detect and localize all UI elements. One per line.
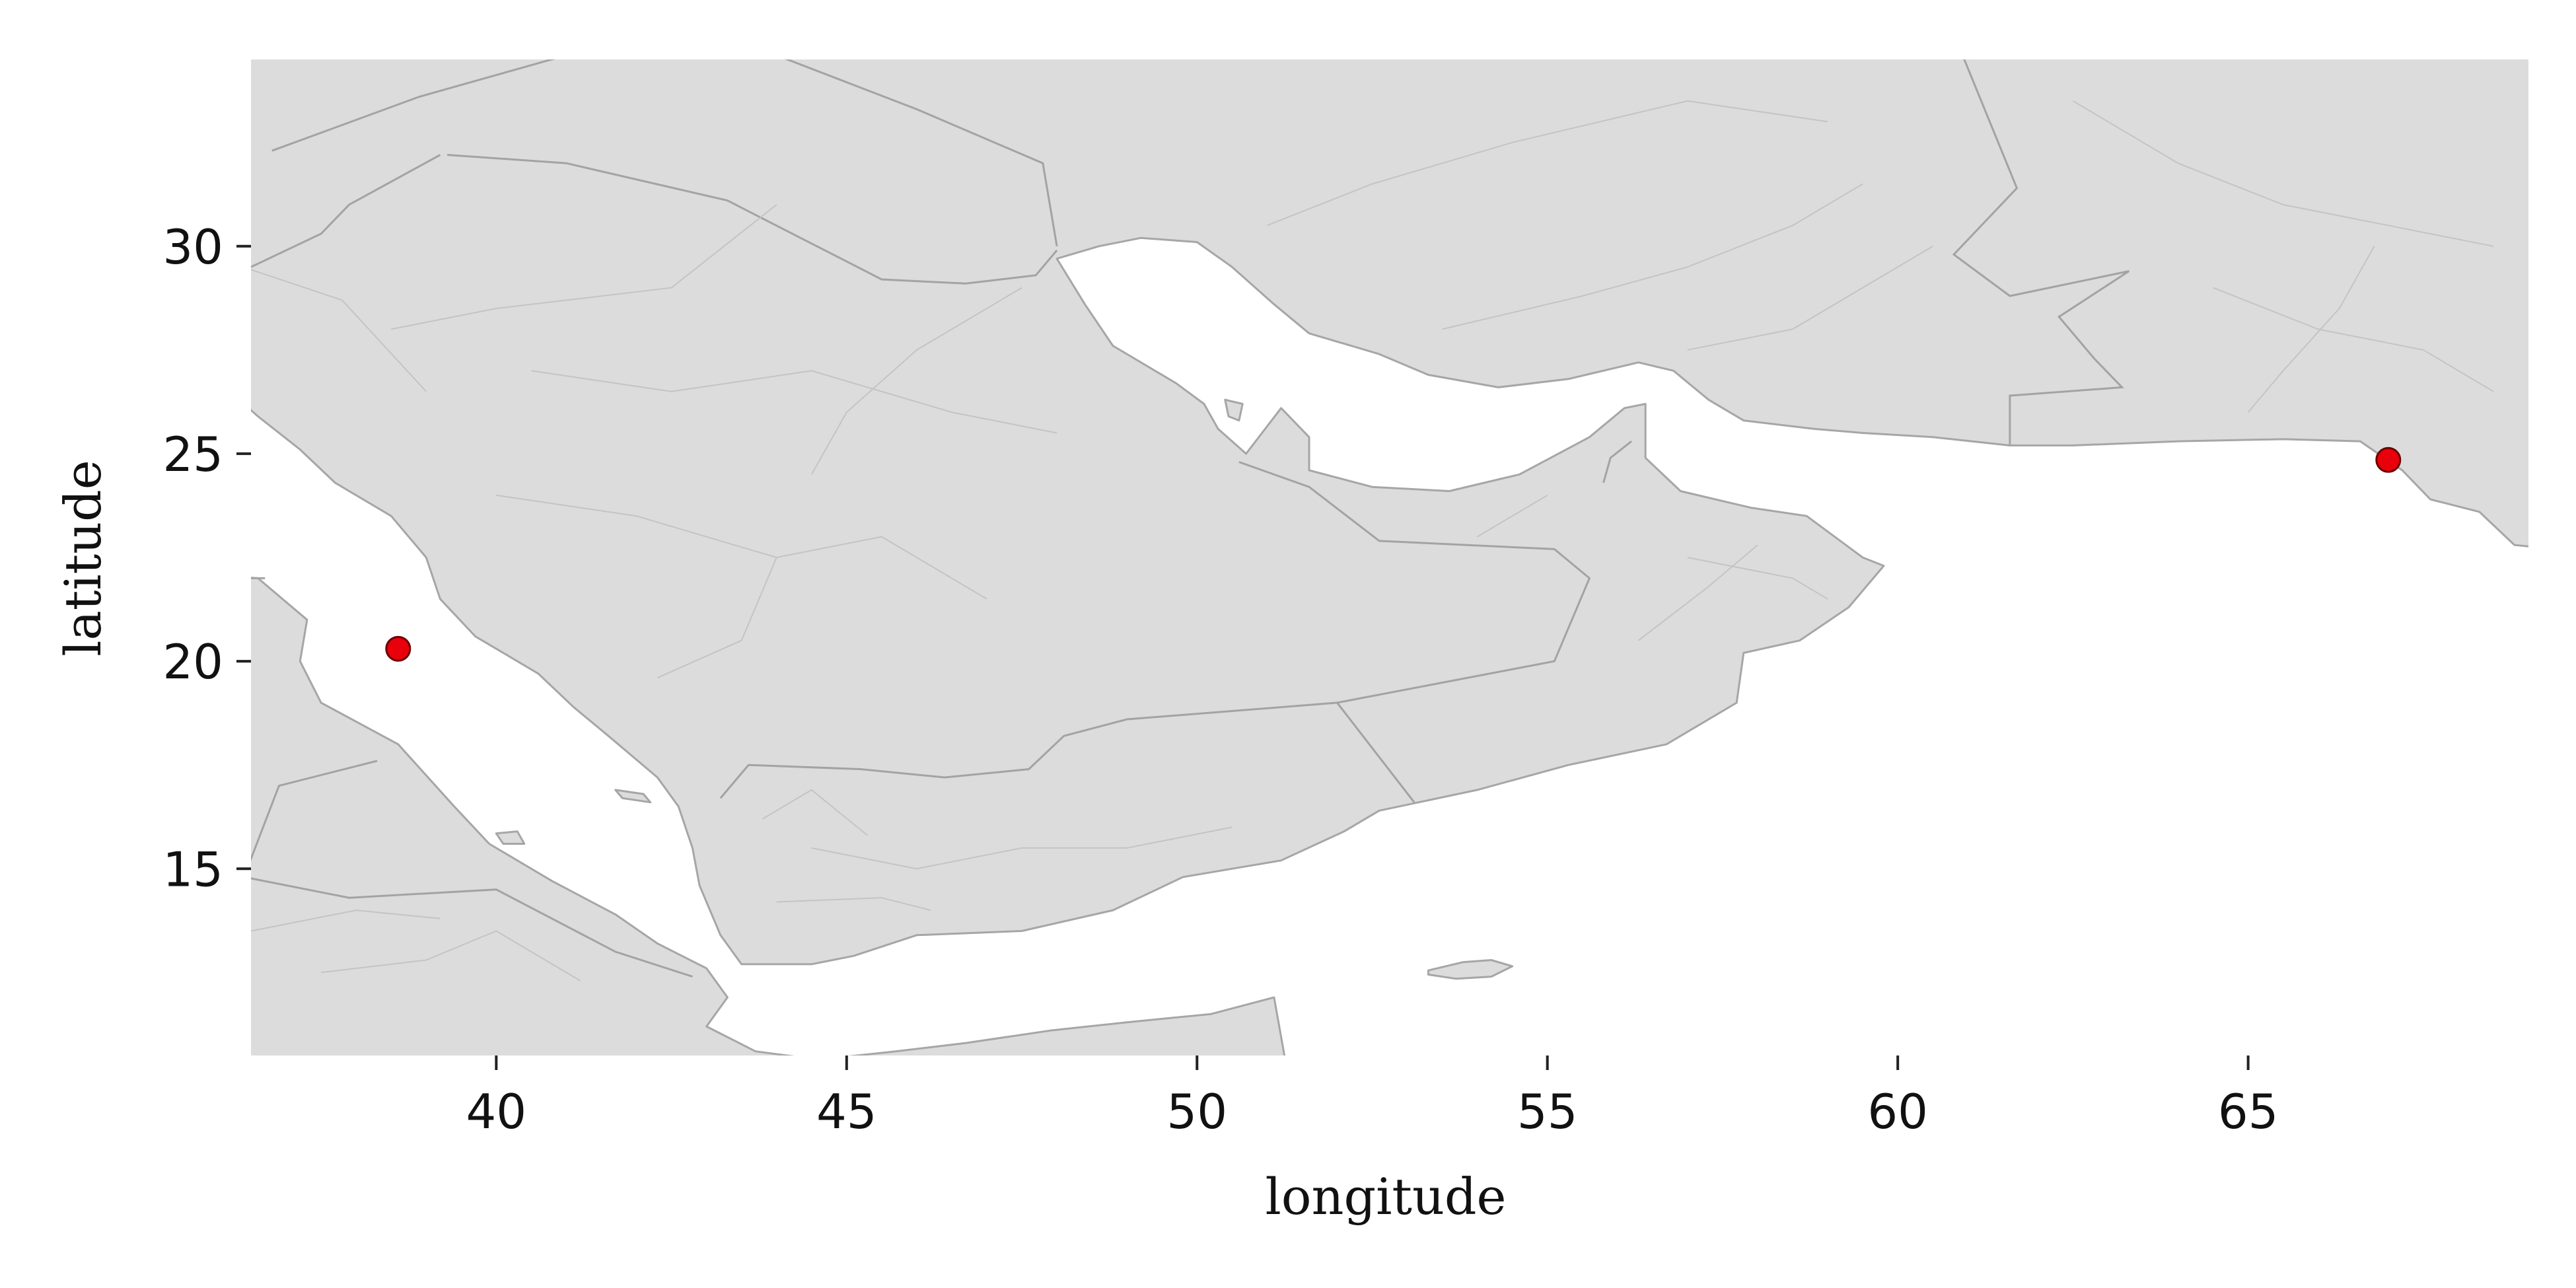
- province-border: [391, 204, 777, 330]
- province-border: [762, 789, 869, 836]
- land-polygon: [614, 789, 652, 804]
- country-border: [271, 59, 555, 152]
- country-border: [1952, 59, 2130, 446]
- province-border: [1477, 494, 1548, 538]
- land-layer: [251, 59, 2528, 1055]
- province-border: [1266, 100, 1828, 227]
- province-border: [1637, 544, 1758, 641]
- province-border: [251, 269, 427, 392]
- x-tick-label: 60: [1867, 1084, 1928, 1139]
- country-border: [251, 760, 693, 978]
- province-border: [811, 826, 1233, 870]
- country-border: [447, 154, 1058, 285]
- province-border: [2247, 246, 2375, 413]
- land-polygon: [495, 830, 526, 845]
- map-area[interactable]: [0, 39, 2576, 1077]
- x-tick-label: 50: [1166, 1084, 1227, 1139]
- x-axis-title: longitude: [1265, 1167, 1506, 1226]
- land-polygon: [251, 577, 1286, 1055]
- location-marker[interactable]: [2375, 447, 2402, 473]
- province-border: [2072, 100, 2494, 247]
- country-border: [1336, 701, 1415, 803]
- land-polygon: [1224, 398, 1244, 422]
- y-tick-label: 15: [162, 841, 223, 897]
- y-tick-label: 20: [162, 634, 223, 690]
- marker-layer: [385, 447, 2402, 662]
- province-border: [776, 897, 931, 912]
- x-tick-label: 40: [466, 1084, 527, 1139]
- country-border: [719, 461, 1591, 799]
- country-border: [1602, 440, 1632, 483]
- x-tick-label: 45: [816, 1084, 877, 1139]
- province-border: [531, 370, 1057, 434]
- y-tick-label: 30: [162, 219, 223, 275]
- province-border: [1687, 245, 1933, 351]
- x-tick-label: 55: [1517, 1084, 1578, 1139]
- province-border: [320, 930, 581, 982]
- y-axis-title: latitude: [54, 460, 112, 657]
- land-polygon: [251, 59, 2528, 966]
- province-border: [1442, 183, 1863, 330]
- border-layer: [251, 59, 2494, 982]
- location-marker[interactable]: [385, 635, 411, 662]
- x-axis: 40 45 50 55 60 65: [466, 1055, 2279, 1139]
- x-tick-label: 65: [2218, 1084, 2279, 1139]
- country-border: [251, 154, 441, 268]
- country-border: [784, 59, 1058, 247]
- land-polygon: [1427, 959, 1514, 980]
- y-tick-label: 25: [162, 427, 223, 482]
- province-border: [251, 910, 441, 932]
- province-border: [2213, 287, 2494, 392]
- province-border: [1687, 557, 1828, 600]
- y-axis: 15 20 25 30: [162, 219, 251, 897]
- province-border: [810, 287, 1022, 475]
- province-border: [657, 557, 777, 679]
